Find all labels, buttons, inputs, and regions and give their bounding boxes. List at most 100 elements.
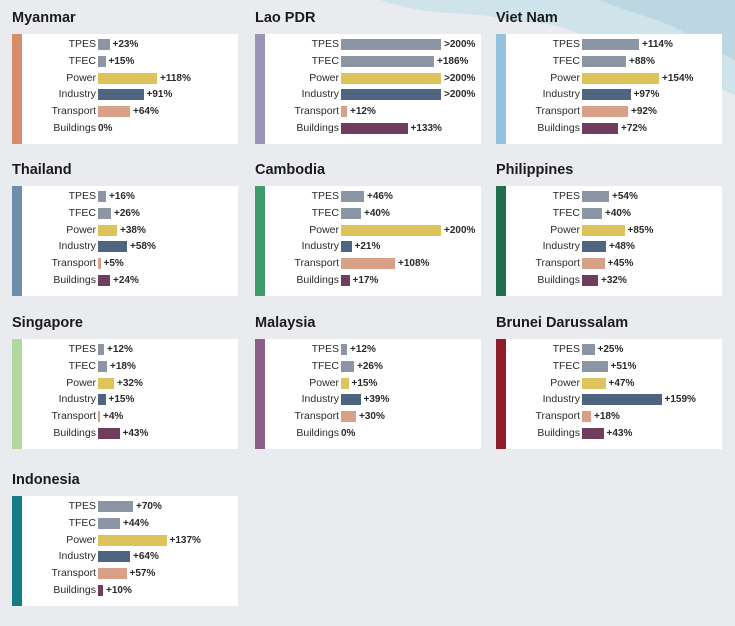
value-label: >200% (444, 39, 476, 50)
category-label: TFEC (68, 206, 96, 219)
value-label: +186% (437, 55, 469, 67)
category-label: Buildings (53, 427, 96, 439)
bar-tpes (582, 191, 609, 202)
bar-row-transport: Transport +57% (24, 567, 238, 580)
bar-transport (98, 258, 101, 270)
category-label: Transport (294, 105, 339, 118)
category-label: Industry (542, 393, 580, 406)
bar-row-power: Power +200% (267, 224, 481, 237)
bar-row-tfec: TFEC +26% (24, 207, 238, 220)
value-label: +57% (129, 568, 156, 580)
bar-tpes (341, 39, 441, 50)
value-label: +12% (107, 344, 133, 355)
value-label: +4% (103, 411, 124, 423)
category-label: TPES (68, 343, 96, 355)
value-label: +48% (609, 241, 635, 253)
value-label: +159% (664, 394, 696, 406)
accent-stripe (12, 339, 22, 449)
bar-row-industry: Industry +97% (508, 88, 722, 101)
value-label: +58% (130, 241, 156, 253)
bar-power (341, 377, 349, 389)
category-label: Transport (51, 257, 96, 270)
category-label: Buildings (296, 122, 339, 134)
bar-industry (582, 394, 662, 406)
bar-power (582, 72, 659, 84)
category-label: TPES (552, 38, 580, 50)
value-label: +44% (123, 517, 149, 529)
value-label: +137% (169, 534, 201, 546)
category-label: TPES (311, 343, 339, 355)
bar-power (341, 72, 441, 84)
category-label: Power (66, 223, 96, 236)
bar-buildings (341, 123, 408, 134)
bar-tfec (98, 360, 107, 372)
category-label: TPES (68, 500, 96, 512)
bar-row-tpes: TPES +25% (508, 343, 722, 356)
value-label: +43% (122, 428, 149, 439)
panel-box: TPES +16% TFEC +26% Power +38% Industry +58% Tra… (12, 186, 238, 296)
category-label: Buildings (537, 274, 580, 286)
bar-industry (341, 89, 441, 101)
bar-row-buildings: Buildings +17% (267, 274, 481, 287)
category-label: Transport (51, 410, 96, 423)
value-label: +85% (627, 224, 654, 236)
bar-row-industry: Industry +64% (24, 550, 238, 563)
value-label: +40% (605, 207, 631, 219)
bar-tfec (98, 207, 111, 219)
category-label: Buildings (537, 427, 580, 439)
bar-transport (582, 106, 628, 118)
panel-title: Cambodia (255, 162, 326, 178)
bar-row-tpes: TPES >200% (267, 38, 481, 51)
category-label: TFEC (311, 206, 339, 219)
bar-tpes (582, 344, 595, 355)
bar-row-tfec: TFEC +44% (24, 517, 238, 530)
bar-row-tfec: TFEC +15% (24, 55, 238, 68)
bar-row-tfec: TFEC +26% (267, 360, 481, 373)
bar-row-power: Power +154% (508, 72, 722, 85)
panel-title: Brunei Darussalam (496, 315, 629, 331)
bar-tpes (582, 39, 639, 50)
value-label: +18% (110, 360, 136, 372)
bar-row-buildings: Buildings +24% (24, 274, 238, 287)
bar-row-tpes: TPES +12% (24, 343, 238, 356)
accent-stripe (496, 339, 506, 449)
value-label: +26% (114, 207, 140, 219)
bar-buildings (582, 428, 604, 439)
category-label: TPES (311, 38, 339, 50)
value-label: +51% (610, 360, 637, 372)
panel-box: TPES +12% TFEC +18% Power +32% Industry +15% Tra… (12, 339, 238, 449)
panel-box: TPES +23% TFEC +15% Power +118% Industry +91% Tr… (12, 34, 238, 144)
value-label: +18% (594, 411, 620, 423)
bar-tpes (98, 191, 106, 202)
bar-power (98, 72, 157, 84)
value-label: +72% (621, 123, 647, 134)
bar-row-buildings: Buildings +43% (24, 427, 238, 440)
category-label: TPES (68, 38, 96, 50)
value-label: >200% (444, 72, 476, 84)
bar-tpes (98, 344, 104, 355)
category-label: Buildings (53, 584, 96, 596)
bar-row-transport: Transport +12% (267, 105, 481, 118)
value-label: +40% (364, 207, 390, 219)
bar-row-transport: Transport +18% (508, 410, 722, 423)
bar-row-power: Power +137% (24, 534, 238, 547)
category-label: Transport (51, 567, 96, 580)
bar-row-power: Power +118% (24, 72, 238, 85)
panel-box: TPES +70% TFEC +44% Power +137% Industry +64% Tr… (12, 496, 238, 606)
category-label: TFEC (552, 206, 580, 219)
bar-row-buildings: Buildings +32% (508, 274, 722, 287)
bar-tpes (341, 191, 364, 202)
bar-row-tpes: TPES +114% (508, 38, 722, 51)
value-label: +38% (120, 224, 146, 236)
value-label: +45% (607, 258, 634, 270)
bar-row-tfec: TFEC +88% (508, 55, 722, 68)
bar-row-tfec: TFEC +40% (508, 207, 722, 220)
accent-stripe (12, 496, 22, 606)
category-label: TPES (552, 343, 580, 355)
bar-transport (98, 411, 100, 423)
category-label: Industry (58, 393, 96, 406)
value-label: +25% (597, 344, 624, 355)
value-label: +46% (367, 191, 393, 202)
category-label: TFEC (552, 359, 580, 372)
bar-transport (582, 411, 591, 423)
